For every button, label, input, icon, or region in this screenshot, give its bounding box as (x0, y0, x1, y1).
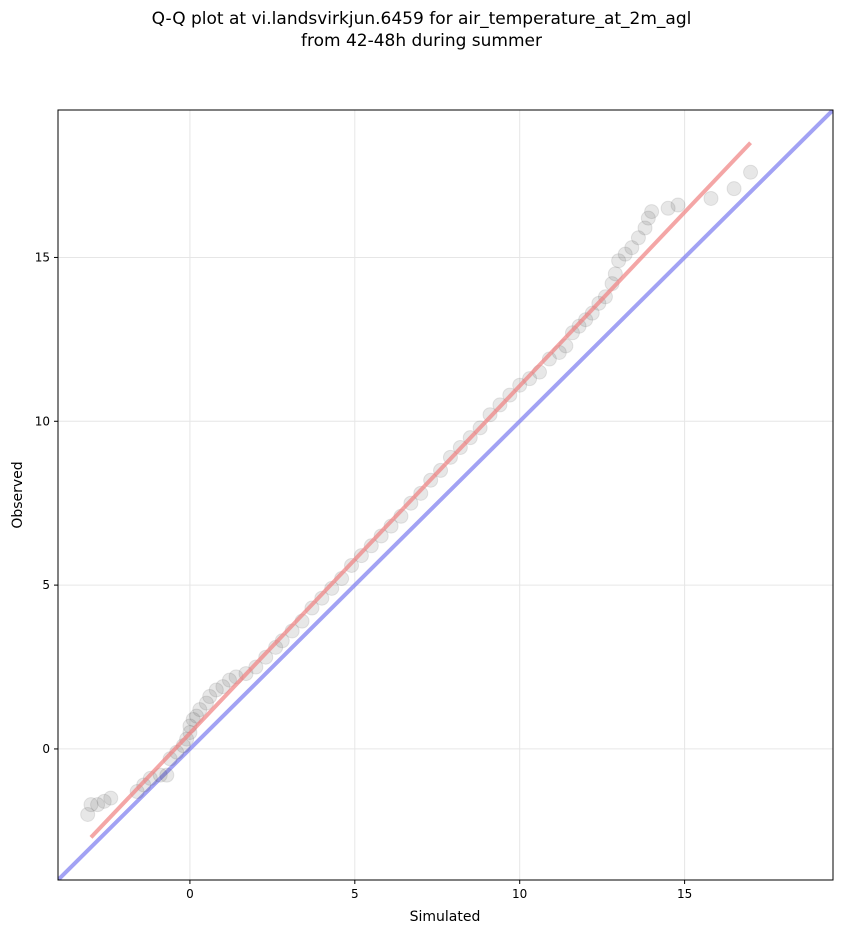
chart-title: Q-Q plot at vi.landsvirkjun.6459 for air… (0, 8, 843, 52)
data-point (185, 711, 201, 727)
data-point (142, 770, 158, 786)
data-point (624, 240, 640, 256)
chart-title-line-2: from 42-48h during summer (301, 31, 542, 51)
data-point (743, 164, 759, 180)
data-point (413, 485, 429, 501)
data-point (578, 312, 594, 328)
data-point (617, 246, 633, 262)
data-point (80, 806, 96, 822)
data-point (258, 649, 274, 665)
chart-title-line-1: Q-Q plot at vi.landsvirkjun.6459 for air… (151, 9, 692, 29)
data-point (136, 777, 152, 793)
data-point (584, 305, 600, 321)
data-point (192, 702, 208, 718)
x-tick-label: 10 (512, 887, 527, 901)
x-axis-label: Simulated (410, 909, 481, 925)
data-point (248, 659, 264, 675)
fit-line (89, 141, 753, 839)
data-point (670, 197, 686, 213)
data-point (607, 266, 623, 282)
data-point (726, 181, 742, 197)
data-point (314, 590, 330, 606)
data-point (522, 371, 538, 387)
data-point (660, 200, 676, 216)
data-point (611, 253, 627, 269)
x-tick-label: 15 (677, 887, 692, 901)
data-point (90, 797, 106, 813)
reference-line (58, 110, 833, 880)
x-tick-label: 5 (351, 887, 359, 901)
y-axis-label: Observed (10, 461, 26, 528)
data-point (159, 767, 175, 783)
data-point (96, 793, 112, 809)
fit-line-layer (89, 141, 753, 839)
data-point (637, 220, 653, 236)
data-point (215, 679, 231, 695)
data-point (202, 689, 218, 705)
y-tick-label: 5 (42, 578, 50, 592)
data-point (630, 230, 646, 246)
data-point (703, 190, 719, 206)
data-point (644, 204, 660, 220)
y-tick-label: 10 (35, 414, 50, 428)
data-point (363, 538, 379, 554)
data-point (103, 790, 119, 806)
reference-line-layer (58, 110, 833, 880)
x-tick-label: 0 (186, 887, 194, 901)
y-tick-label: 0 (42, 742, 50, 756)
y-tick-label: 15 (35, 250, 50, 264)
ticks: 0 5 10 15 0 5 10 15 (35, 250, 693, 901)
plot-frame (57, 109, 834, 881)
data-point (208, 682, 224, 698)
data-point (640, 210, 656, 226)
data-point (83, 797, 99, 813)
data-point (221, 672, 237, 688)
data-point (152, 767, 168, 783)
data-point (304, 600, 320, 616)
data-point (198, 695, 214, 711)
